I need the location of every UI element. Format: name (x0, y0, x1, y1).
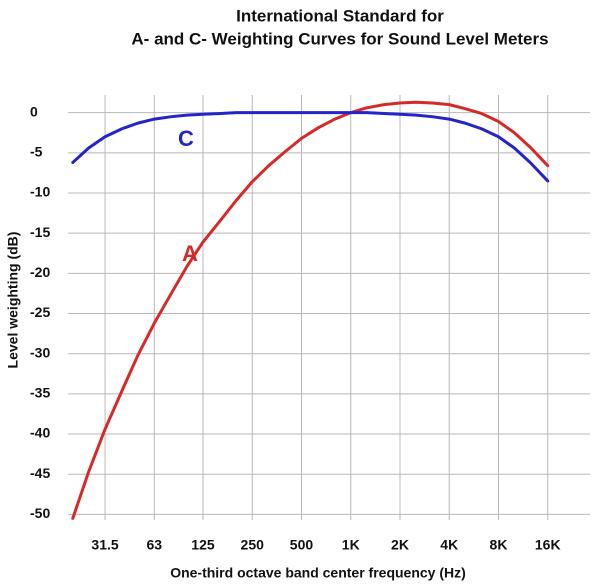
line-series (71, 100, 550, 520)
x-tick-label: 250 (241, 537, 265, 553)
x-tick-label: 500 (290, 537, 314, 553)
y-tick-label: -10 (30, 184, 50, 200)
x-tick-label: 31.5 (91, 537, 118, 553)
chart-title: A- and C- Weighting Curves for Sound Lev… (131, 29, 548, 48)
x-axis-label: One-third octave band center frequency (… (170, 565, 466, 581)
series-label: A (182, 241, 198, 266)
y-tick-label: -45 (30, 465, 50, 481)
y-tick-label: -40 (30, 425, 50, 441)
y-tick-label: -25 (30, 304, 50, 320)
y-tick-label: -20 (30, 264, 50, 280)
y-tick-label: -30 (30, 344, 50, 360)
series-label: C (178, 126, 194, 151)
x-tick-label: 125 (191, 537, 215, 553)
y-tick-label: 0 (30, 103, 38, 119)
y-tick-label: -35 (30, 385, 50, 401)
y-tick-label: -15 (30, 224, 50, 240)
y-tick-label: -50 (30, 505, 50, 521)
x-tick-label: 8K (490, 537, 508, 553)
x-tick-label: 16K (535, 537, 561, 553)
y-tick-label: -5 (30, 144, 43, 160)
x-tick-label: 2K (391, 537, 409, 553)
x-tick-label: 1K (342, 537, 360, 553)
x-tick-label: 4K (440, 537, 458, 553)
chart-title: International Standard for (236, 6, 444, 25)
y-axis-label: Level weighting (dB) (5, 232, 21, 369)
line-series (71, 111, 550, 183)
x-tick-label: 63 (147, 537, 163, 553)
